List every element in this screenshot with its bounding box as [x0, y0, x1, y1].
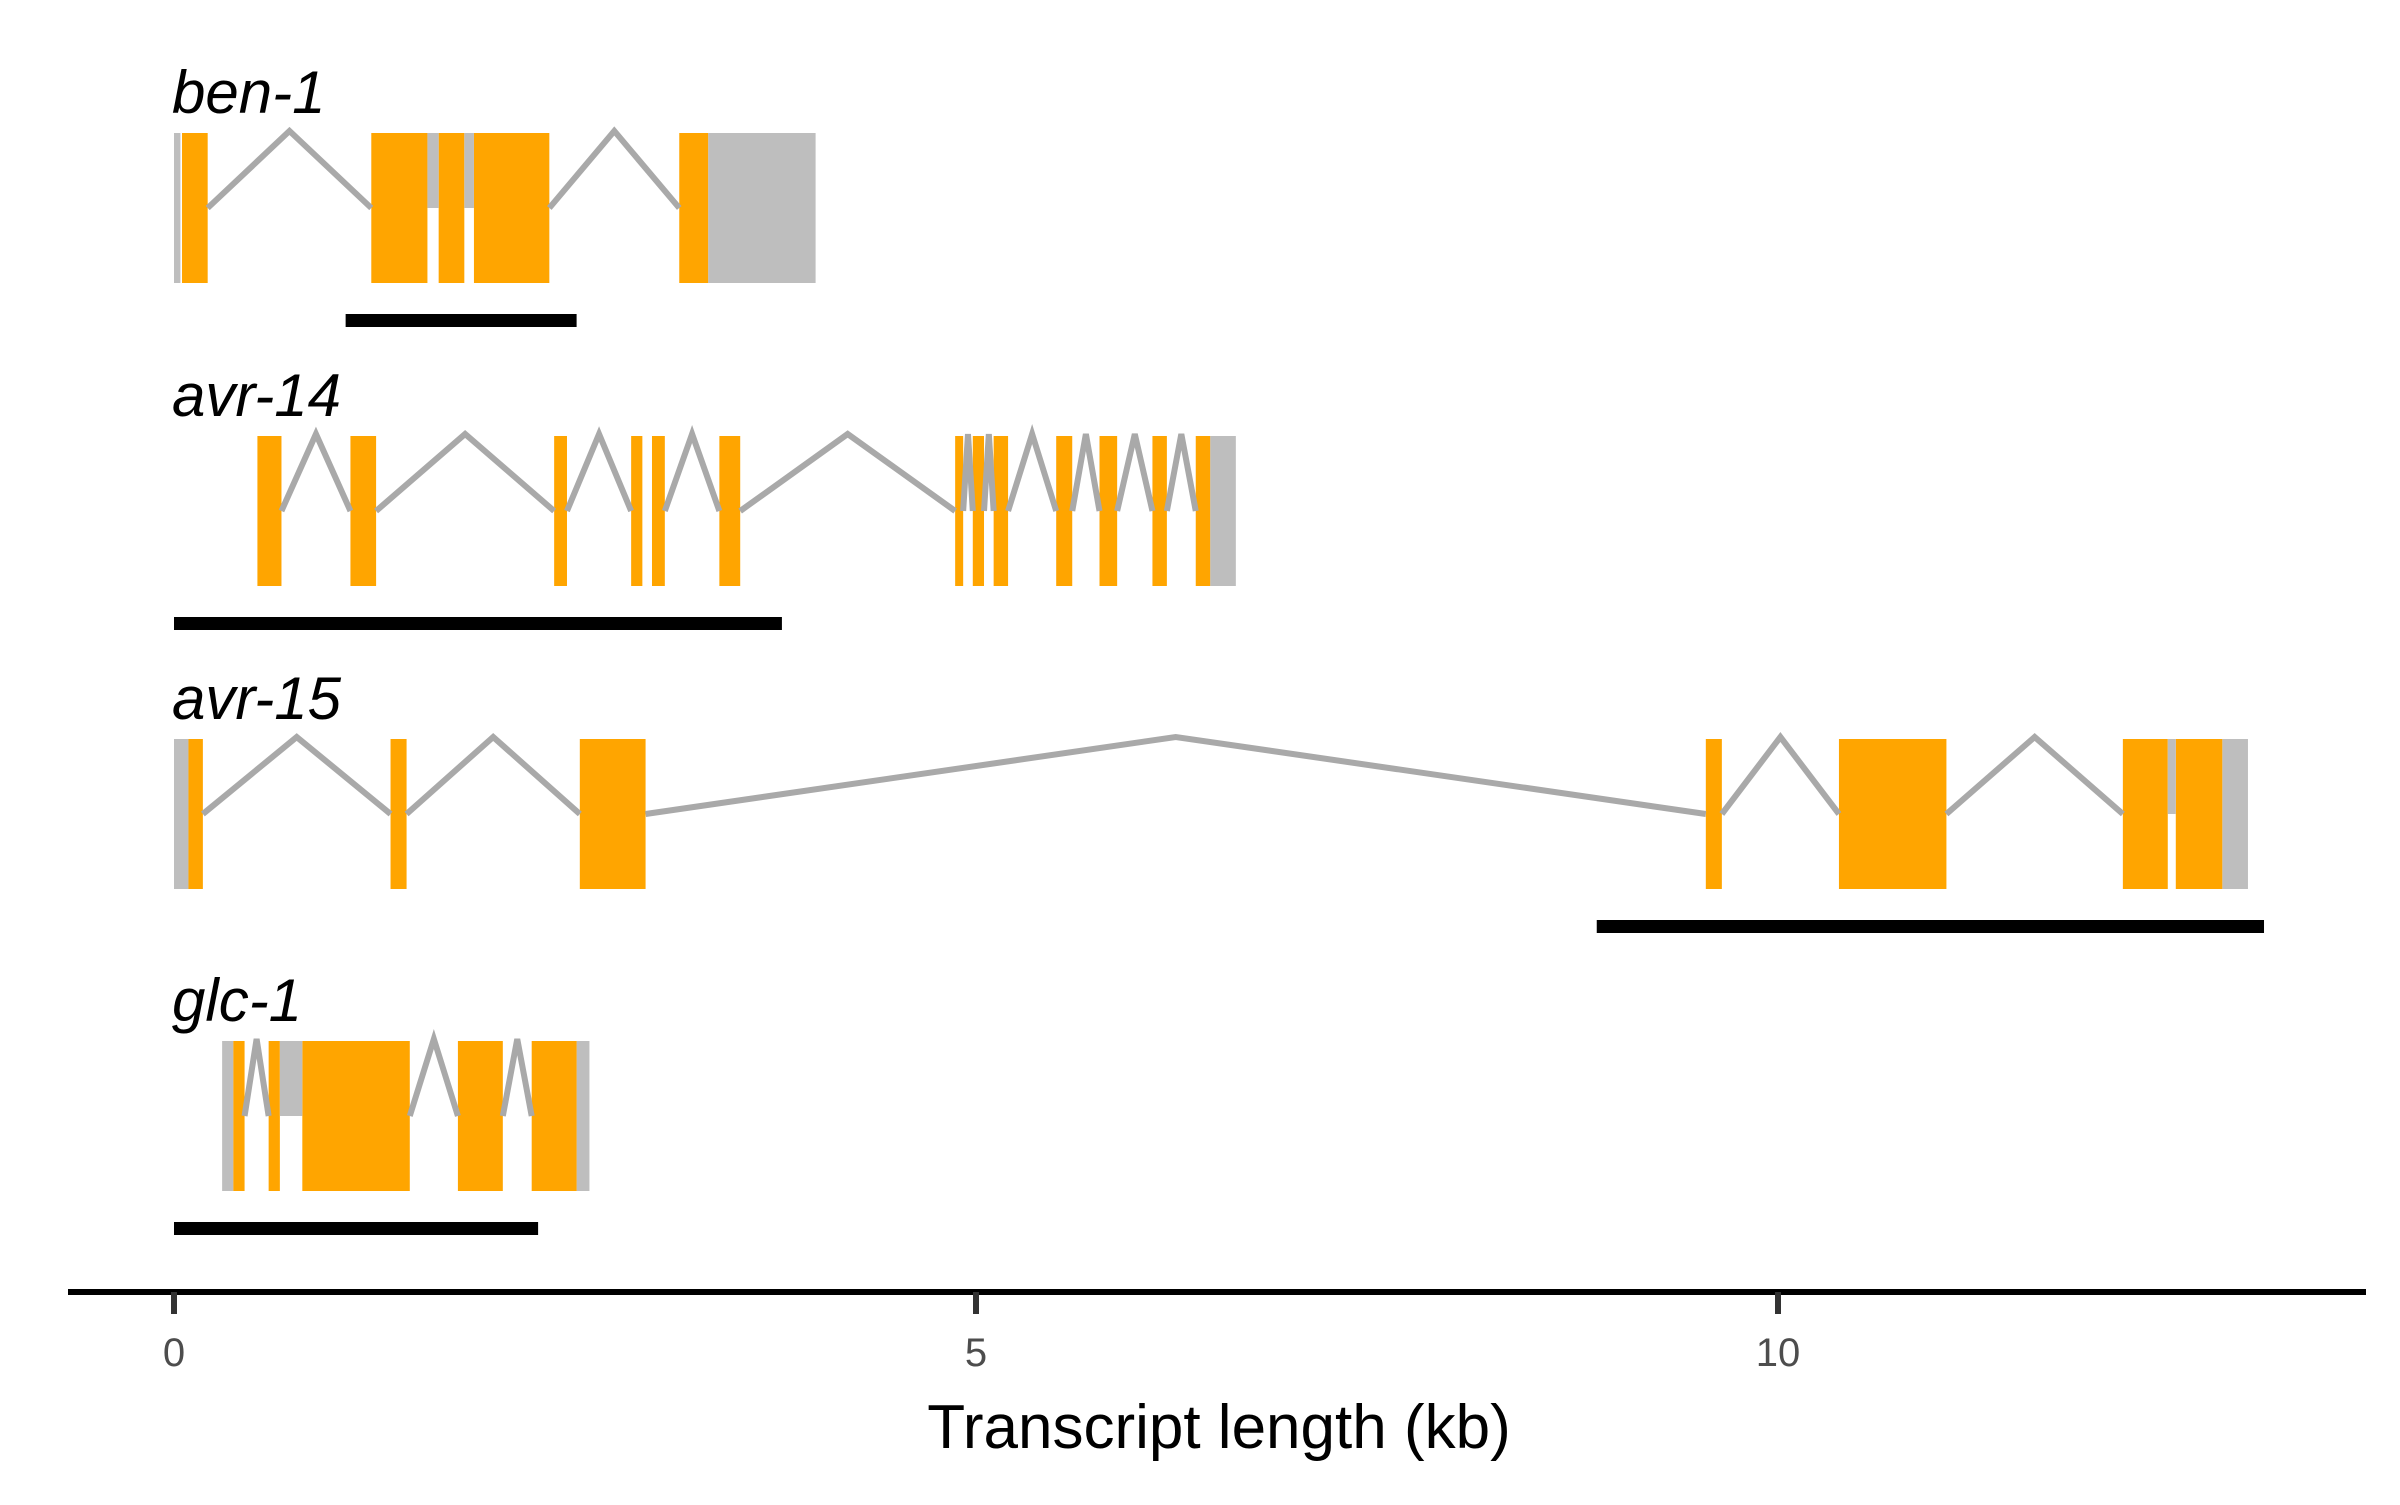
intron-line	[547, 126, 682, 210]
utr-gap	[464, 133, 474, 208]
intron-line	[661, 425, 723, 513]
exon-block	[2122, 739, 2168, 889]
x-tick-label: 0	[163, 1331, 185, 1375]
exon-block	[2175, 739, 2223, 889]
exon-block	[579, 739, 646, 889]
exon-block	[371, 133, 428, 283]
exon-block	[188, 739, 203, 889]
intron-line	[1163, 433, 1199, 512]
utr-block	[174, 739, 189, 889]
exon-block	[350, 436, 377, 586]
exon-block	[993, 436, 1009, 586]
genes-layer: ben-1 avr-14 avr-15 glc-1	[172, 59, 2265, 1235]
region-bar	[174, 1222, 539, 1235]
intron-line	[1944, 733, 2125, 817]
exon-block	[182, 133, 208, 283]
intron-line	[205, 126, 374, 211]
exon-block	[955, 436, 964, 586]
intron-line	[981, 433, 997, 512]
intron-line	[1719, 732, 1842, 816]
exon-block	[972, 436, 985, 586]
utr-block	[708, 133, 816, 283]
x-tick-label: 10	[1756, 1331, 1801, 1375]
intron-line	[374, 430, 557, 514]
region-bar	[345, 314, 577, 327]
utr-gap	[427, 133, 439, 208]
intron-line	[1069, 433, 1103, 512]
intron-line	[645, 733, 1707, 817]
exon-block	[531, 1041, 577, 1191]
intron-line	[564, 426, 634, 513]
exon-block	[1705, 739, 1722, 889]
exon-block	[1838, 739, 1947, 889]
x-axis-title: Transcript length (kb)	[927, 1393, 1510, 1462]
gene-label: avr-14	[172, 362, 341, 429]
exon-block	[257, 436, 282, 586]
intron-line	[1005, 423, 1060, 512]
utr-gap	[279, 1041, 303, 1116]
intron-line	[1114, 433, 1156, 512]
exon-block	[554, 436, 567, 586]
gene-label: avr-15	[172, 665, 342, 732]
gene-track-ben-1: ben-1	[172, 59, 816, 327]
intron-line	[241, 1038, 272, 1117]
utr-block	[2222, 739, 2248, 889]
utr-block	[1210, 436, 1236, 586]
utr-block	[576, 1041, 590, 1191]
intron-line	[406, 1028, 461, 1117]
intron-line	[404, 732, 582, 817]
intron-line	[278, 426, 354, 513]
region-bar	[1596, 920, 2265, 933]
region-bar	[174, 617, 782, 630]
gene-track-glc-1: glc-1	[172, 967, 590, 1235]
intron-line	[960, 433, 976, 512]
exon-block	[679, 133, 709, 283]
intron-line	[738, 430, 957, 514]
exon-block	[390, 739, 407, 889]
intron-line	[200, 733, 393, 817]
gene-label: glc-1	[172, 967, 302, 1034]
exon-block	[473, 133, 550, 283]
utr-gap	[2167, 739, 2176, 814]
gene-track-avr-14: avr-14	[172, 362, 1236, 630]
exon-block	[233, 1041, 245, 1191]
exon-block	[1152, 436, 1167, 586]
gene-label: ben-1	[172, 59, 325, 126]
exon-block	[1195, 436, 1211, 586]
exon-block	[268, 1041, 280, 1191]
utr-block	[174, 133, 181, 283]
exon-block	[1056, 436, 1073, 586]
x-axis: 0 5 10	[68, 1289, 2366, 1375]
x-tick-label: 5	[965, 1331, 987, 1375]
intron-line	[499, 1038, 535, 1117]
exon-block	[719, 436, 741, 586]
exon-block	[302, 1041, 410, 1191]
exon-block	[1099, 436, 1118, 586]
exon-block	[631, 436, 643, 586]
exon-block	[651, 436, 665, 586]
gene-track-avr-15: avr-15	[172, 665, 2265, 933]
utr-block	[222, 1041, 234, 1191]
exon-block	[438, 133, 465, 283]
exon-block	[457, 1041, 503, 1191]
